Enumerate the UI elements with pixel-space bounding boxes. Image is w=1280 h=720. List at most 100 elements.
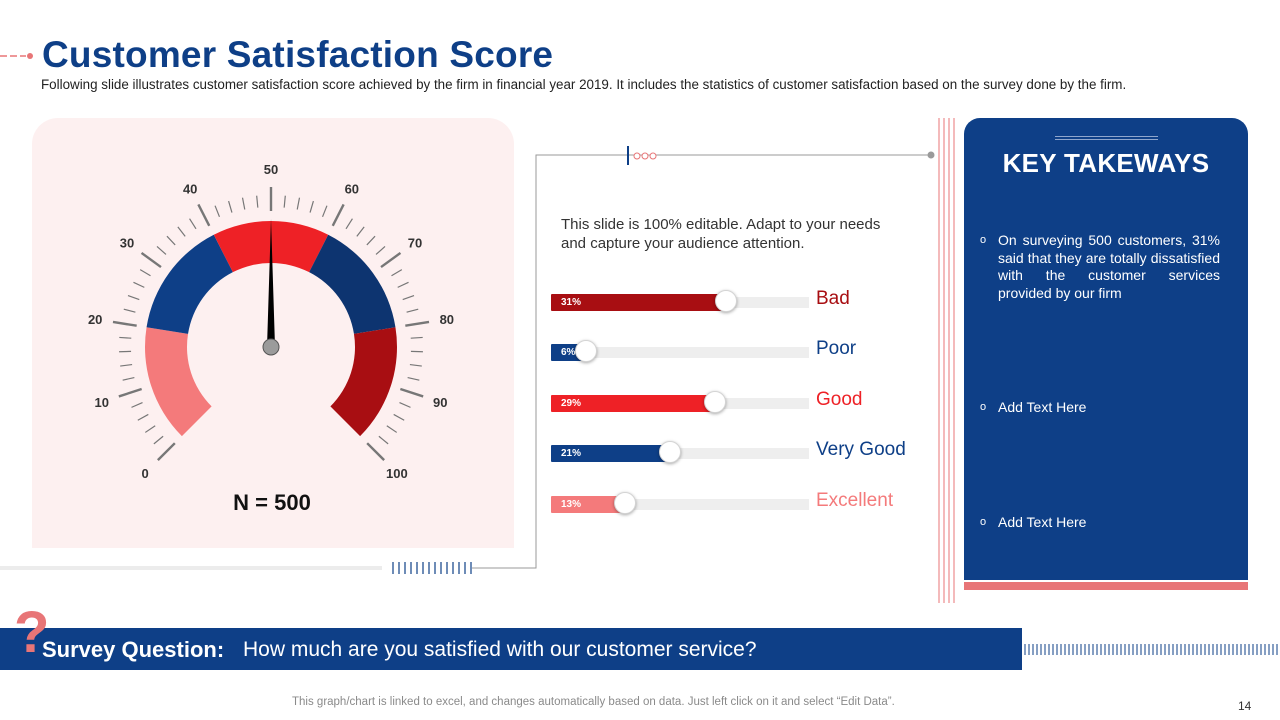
bar-slider-knob[interactable] — [703, 391, 726, 413]
bar-row-good: 29% Good — [551, 389, 911, 414]
gauge-tick — [123, 308, 136, 313]
gauge-tick — [214, 205, 221, 218]
gauge-tick — [122, 376, 135, 381]
bar-category-label: Excellent — [816, 490, 894, 511]
gauge-tick — [139, 269, 151, 277]
gauge-tick — [296, 197, 301, 210]
bar-track — [551, 499, 809, 510]
gauge-tick — [131, 402, 143, 408]
page-title: Customer Satisfaction Score — [42, 34, 554, 75]
divider-line — [0, 566, 382, 570]
gauge-tick — [189, 218, 197, 230]
gauge-tick — [119, 336, 132, 339]
gauge-tick — [345, 218, 353, 230]
bar-fill-excellent — [551, 496, 624, 513]
gauge-tick-label: 50 — [264, 162, 278, 177]
gauge-tick — [402, 294, 415, 301]
gauge-tick — [380, 251, 402, 269]
bar-value-label: 29% — [561, 398, 582, 409]
gauge-tick-label: 10 — [94, 395, 108, 410]
gauge-tick — [256, 195, 259, 208]
gauge-tick — [197, 203, 211, 227]
gauge-tick — [321, 205, 328, 218]
gauge-tick — [406, 308, 419, 313]
banner-stripes-decoration — [1024, 644, 1278, 655]
bar-row-bad: 31% Bad — [551, 288, 911, 313]
key-takeaways-card — [964, 118, 1248, 580]
survey-question-label: Survey Question: — [42, 637, 225, 662]
takeaway-item: o On surveying 500 customers, 31% said t… — [980, 232, 1220, 302]
bar-slider-knob[interactable] — [714, 290, 737, 312]
gauge-tick — [157, 442, 176, 461]
bar-fill-very-good — [551, 445, 669, 462]
takeaway-text: On surveying 500 customers, 31% said tha… — [998, 232, 1220, 301]
gauge-band-3 — [309, 234, 396, 334]
question-mark-icon: ? — [14, 600, 50, 665]
bar-value-label: 13% — [561, 499, 582, 510]
gauge-tick-label: 30 — [120, 235, 134, 250]
bar-row-very-good: 21% Very Good — [551, 439, 911, 464]
gauge-tick — [241, 197, 246, 210]
gauge-tick — [366, 442, 385, 461]
gauge-tick-label: 90 — [433, 395, 447, 410]
gauge-tick — [409, 363, 422, 367]
bullet-icon: o — [980, 401, 987, 413]
bar-track — [551, 347, 809, 358]
bar-fill-bad — [551, 294, 725, 311]
gauge-tick — [283, 195, 286, 208]
bar-category-label: Bad — [816, 288, 850, 309]
gauge-tick — [156, 246, 167, 255]
bullet-icon: o — [980, 516, 987, 528]
gauge-tick — [140, 251, 162, 269]
bar-value-label: 21% — [561, 448, 582, 459]
bar-value-label: 6% — [561, 347, 576, 358]
bar-value-label: 31% — [561, 297, 582, 308]
key-takeaways-title: KEY TAKEWAYS — [1002, 148, 1210, 178]
sample-size-label: N = 500 — [233, 490, 311, 515]
gauge-needle-hub — [262, 338, 280, 356]
gauge-tick-label: 100 — [386, 466, 408, 481]
gauge-band-0 — [145, 327, 212, 437]
gauge-tick — [375, 246, 386, 255]
bullet-icon: o — [980, 234, 987, 246]
page-number: 14 — [1238, 699, 1252, 713]
survey-question-banner — [0, 628, 1022, 670]
survey-question-text: How much are you satisfied with our cust… — [243, 638, 757, 661]
vertical-stripes-decoration — [938, 118, 955, 603]
gauge-tick — [133, 281, 145, 288]
gauge-tick — [166, 235, 176, 246]
gauge-chart: 0 10 20 30 40 50 60 70 80 90 100 — [88, 162, 454, 481]
gauge-tick — [393, 413, 405, 421]
intro-text: This slide is 100% editable. Adapt to yo… — [561, 216, 881, 252]
connector-line — [392, 146, 935, 574]
bar-slider-knob[interactable] — [613, 492, 636, 514]
gauge-tick — [399, 402, 411, 408]
gauge-tick — [405, 320, 430, 327]
gauge-tick — [397, 281, 409, 288]
card-decor-line — [1055, 139, 1158, 140]
gauge-tick — [399, 387, 424, 398]
bar-category-label: Poor — [816, 338, 857, 359]
card-underbar — [964, 582, 1248, 590]
bar-slider-knob[interactable] — [574, 340, 597, 362]
gauge-band-4 — [330, 327, 397, 437]
bar-fill-good — [551, 395, 714, 412]
gauge-tick — [112, 320, 137, 327]
gauge-tick — [228, 200, 233, 213]
gauge-tick-label: 60 — [345, 181, 359, 196]
bar-slider-knob[interactable] — [658, 441, 681, 463]
title-decoration — [0, 53, 33, 59]
gauge-tick — [331, 203, 345, 227]
gauge-tick — [386, 425, 398, 433]
takeaway-text: Add Text Here — [998, 514, 1087, 530]
gauge-tick — [407, 376, 420, 381]
gauge-tick — [366, 235, 376, 246]
gauge-tick — [137, 413, 149, 421]
gauge-tick-label: 0 — [142, 466, 149, 481]
gauge-tick-label: 80 — [440, 312, 454, 327]
card-decor-line — [1055, 136, 1158, 137]
gauge-tick — [391, 269, 403, 277]
gauge-tick — [410, 336, 423, 339]
gauge-tick — [153, 435, 164, 445]
gauge-needle — [267, 219, 275, 347]
